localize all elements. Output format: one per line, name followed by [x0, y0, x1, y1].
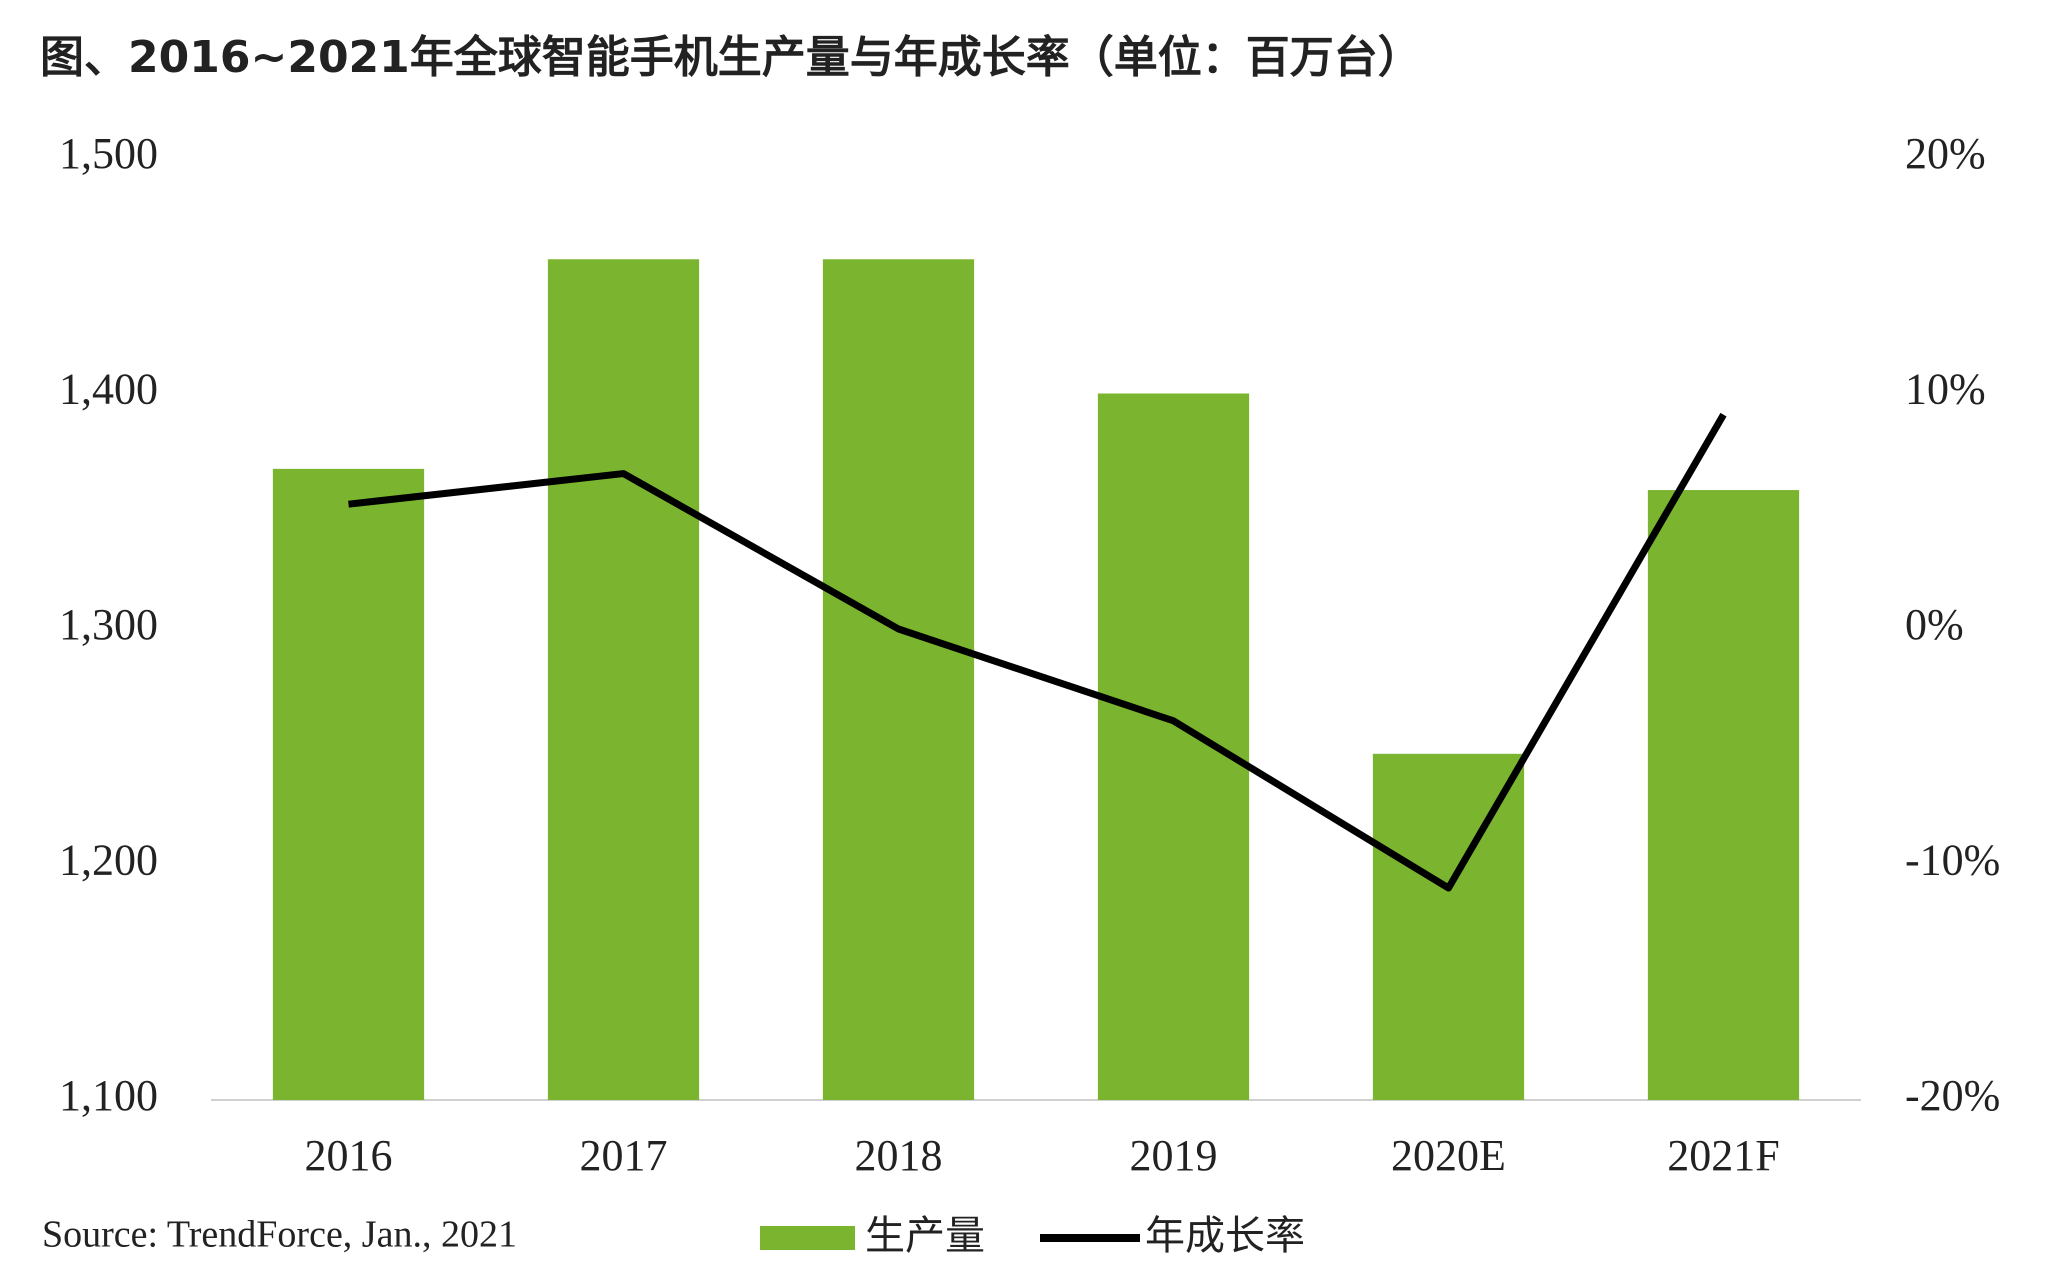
y2-tick-label: -20% — [1905, 1071, 2000, 1120]
legend-label: 年成长率 — [1145, 1213, 1305, 1259]
x-tick-label: 2018 — [855, 1131, 943, 1180]
bar — [1097, 393, 1250, 1100]
y-tick-label: 1,400 — [59, 365, 158, 414]
bar — [1372, 753, 1525, 1100]
x-tick-label: 2021F — [1667, 1131, 1779, 1180]
y2-tick-label: 0% — [1905, 600, 1964, 649]
y-tick-label: 1,100 — [59, 1071, 158, 1120]
y2-tick-label: -10% — [1905, 836, 2000, 885]
y-tick-label: 1,300 — [59, 600, 158, 649]
source: Source: TrendForce, Jan., 2021 — [42, 1214, 517, 1256]
x-tick-label: 2020E — [1391, 1131, 1506, 1180]
x-tick-label: 2017 — [580, 1131, 668, 1180]
bar — [822, 259, 975, 1100]
line — [348, 412, 1727, 892]
y2-tick-label: 10% — [1905, 365, 1986, 414]
legend-swatch — [760, 1226, 855, 1250]
x-tick-label: 2019 — [1130, 1131, 1218, 1180]
y-tick-label: 1,200 — [59, 836, 158, 885]
chart-title: 图、2016~2021年全球智能手机生产量与年成长率（单位：百万台） — [40, 32, 1422, 83]
bar — [272, 468, 425, 1100]
bar — [1647, 490, 1800, 1100]
x-tick-label: 2016 — [305, 1131, 393, 1180]
y-tick-label: 1,500 — [59, 129, 158, 178]
legend-label: 生产量 — [865, 1213, 985, 1259]
bar — [547, 259, 700, 1100]
y2-tick-label: 20% — [1905, 129, 1986, 178]
